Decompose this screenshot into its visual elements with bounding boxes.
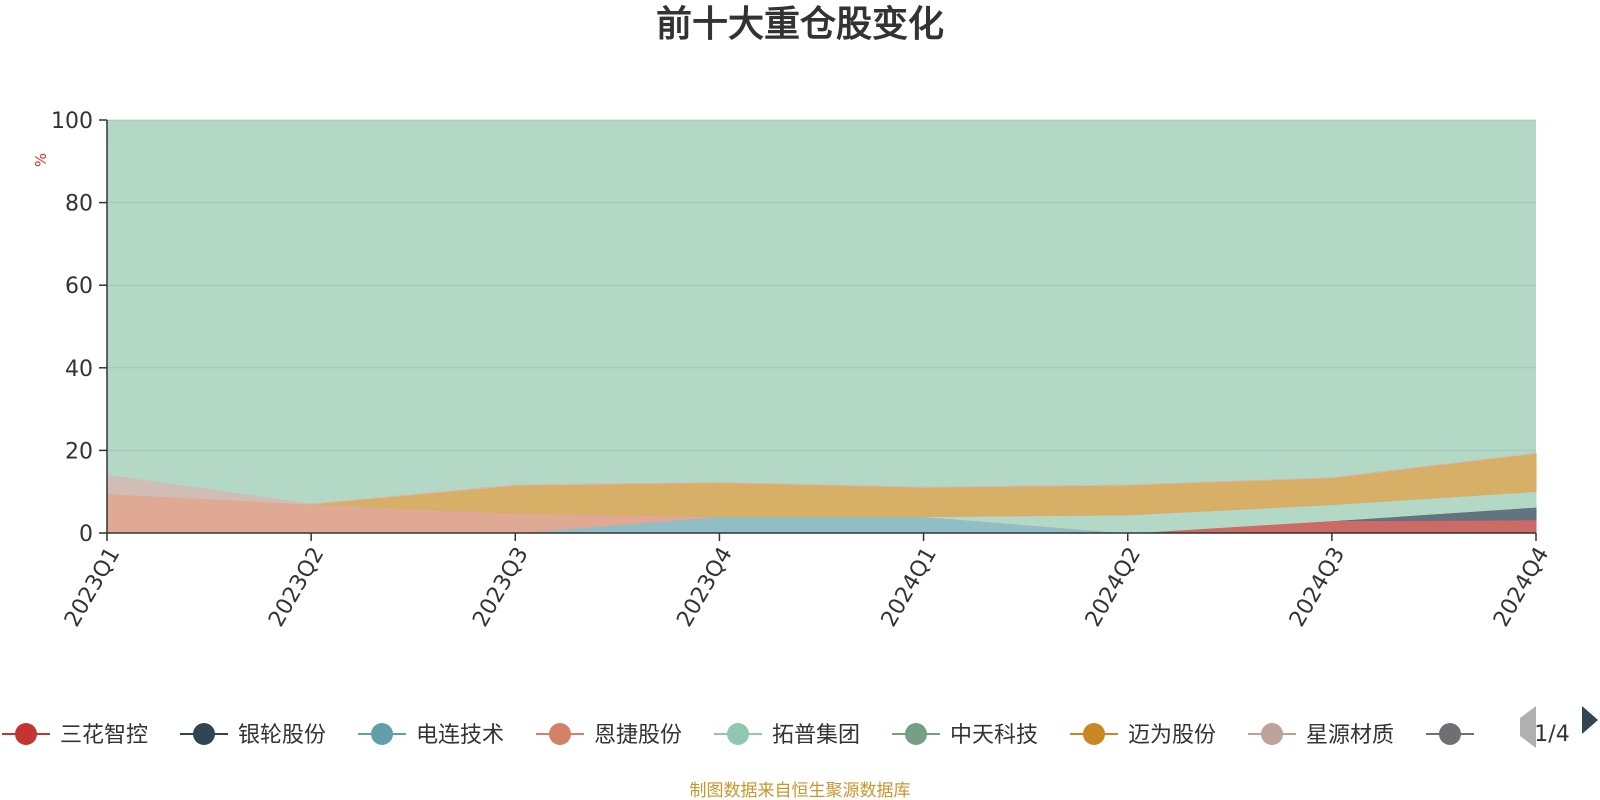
legend-item-1[interactable]: 三花智控 bbox=[2, 723, 148, 748]
legend-item-5[interactable]: 拓普集团 bbox=[714, 723, 860, 748]
y-tick-label: 100 bbox=[51, 109, 93, 134]
legend-label: 银轮股份 bbox=[238, 723, 326, 748]
legend-next-page-icon[interactable] bbox=[1582, 706, 1598, 734]
y-tick-labels: 0 20 40 60 80 100 bbox=[51, 109, 93, 547]
background-area bbox=[107, 120, 1536, 533]
legend-pager: 1/4 bbox=[1520, 706, 1598, 748]
legend-label: 迈为股份 bbox=[1128, 723, 1216, 748]
area-series-8[interactable] bbox=[106, 452, 1537, 505]
x-tick-label: 2023Q3 bbox=[468, 543, 533, 631]
legend-marker-icon bbox=[1083, 723, 1105, 745]
legend-marker-icon bbox=[371, 723, 393, 745]
legend-marker-icon bbox=[727, 723, 749, 745]
legend-marker-icon bbox=[1261, 723, 1283, 745]
legend-label: 中天科技 bbox=[950, 723, 1038, 748]
legend-marker-icon bbox=[1439, 723, 1461, 745]
legend-item-6[interactable]: 中天科技 bbox=[892, 723, 1038, 748]
stacked-areas bbox=[106, 120, 1537, 534]
x-tick-label: 2024Q3 bbox=[1285, 543, 1350, 631]
x-tick-label: 2023Q1 bbox=[60, 543, 125, 631]
legend-item-4[interactable]: 恩捷股份 bbox=[536, 723, 682, 748]
legend-page-indicator: 1/4 bbox=[1534, 722, 1569, 747]
legend-marker-icon bbox=[15, 723, 37, 745]
legend-label: 恩捷股份 bbox=[594, 723, 682, 748]
axes bbox=[99, 119, 1537, 541]
y-tick-label: 80 bbox=[65, 192, 93, 217]
y-tick-label: 60 bbox=[65, 274, 93, 299]
x-tick-labels: 2023Q1 2023Q2 2023Q3 2023Q4 2024Q1 2024Q2 2024… bbox=[60, 543, 1554, 631]
data-source-note: 制图数据来自恒生聚源数据库 bbox=[690, 781, 911, 800]
legend-label: 星源材质 bbox=[1306, 723, 1394, 748]
legend-label: 彳 bbox=[1484, 723, 1506, 748]
grid-lines bbox=[107, 119, 1536, 451]
legend-item-8[interactable]: 星源材质 bbox=[1248, 723, 1394, 748]
legend-marker-icon bbox=[549, 723, 571, 745]
x-tick-label: 2024Q1 bbox=[877, 543, 942, 631]
legend-label: 拓普集团 bbox=[772, 723, 860, 748]
legend-label: 三花智控 bbox=[60, 723, 148, 748]
legend-item-7[interactable]: 迈为股份 bbox=[1070, 723, 1216, 748]
legend-item-9[interactable]: 彳 bbox=[1426, 723, 1506, 748]
x-tick-label: 2024Q4 bbox=[1489, 543, 1554, 631]
y-tick-label: 0 bbox=[79, 522, 93, 547]
x-tick-label: 2023Q2 bbox=[264, 543, 329, 631]
legend-item-2[interactable]: 银轮股份 bbox=[180, 723, 326, 748]
legend-prev-page-icon[interactable] bbox=[1520, 706, 1536, 748]
legend-label: 电连技术 bbox=[416, 723, 504, 748]
y-axis-unit: % bbox=[32, 153, 50, 167]
chart-title: 前十大重仓股变化 bbox=[656, 3, 944, 45]
y-tick-label: 40 bbox=[65, 357, 93, 382]
legend-marker-icon bbox=[193, 723, 215, 745]
legend-marker-icon bbox=[905, 723, 927, 745]
legend[interactable]: 三花智控 银轮股份 电连技术 恩捷股份 拓普集团 中天科技 迈为股份 星源材质 彳 bbox=[2, 723, 1506, 748]
y-tick-label: 20 bbox=[65, 439, 93, 464]
x-tick-label: 2024Q2 bbox=[1081, 543, 1146, 631]
legend-item-3[interactable]: 电连技术 bbox=[358, 723, 504, 748]
x-tick-label: 2023Q4 bbox=[672, 543, 737, 631]
